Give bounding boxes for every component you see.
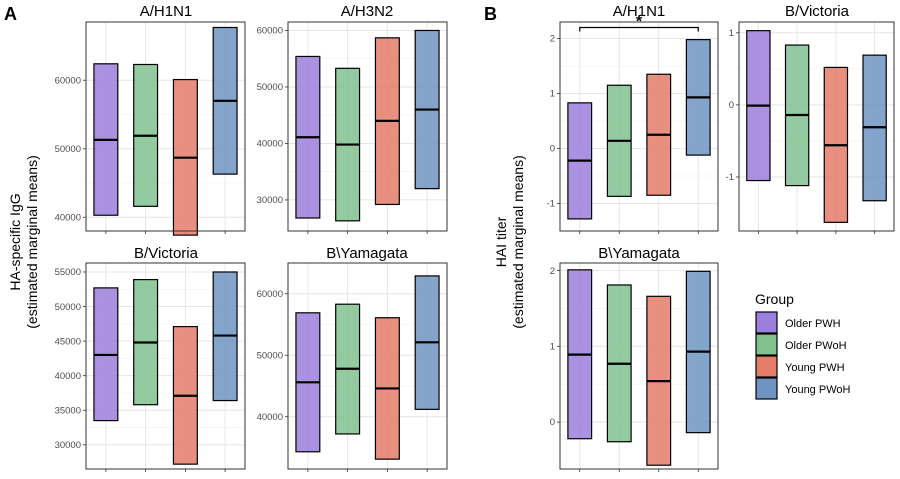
facet-a-a-h3n2: A/H3N2 30000 40000 50000 60000 xyxy=(257,3,447,234)
facet-a-b-yamagata: B\Yamagata 40000 50000 60000 xyxy=(257,245,447,472)
legend-label: Young PWH xyxy=(785,362,845,374)
y-tick-label: 55000 xyxy=(55,267,81,278)
legend-title: Group xyxy=(755,291,794,307)
legend-swatch xyxy=(756,356,777,377)
y-tick-label: 30000 xyxy=(257,195,283,206)
legend-label: Older PWH xyxy=(785,318,841,330)
y-tick-label: 40000 xyxy=(55,212,81,223)
panel-b-letter: B xyxy=(484,4,497,24)
facet-b-b-victoria: B/Victoria -1 0 1 xyxy=(726,3,894,234)
y-tick-label: 1 xyxy=(729,28,734,39)
y-tick-label: 50000 xyxy=(257,350,283,361)
y-tick-label: 40000 xyxy=(257,139,283,150)
y-tick-label: 2 xyxy=(550,266,555,277)
legend-item-young-pwh: Young PWH xyxy=(756,356,845,377)
legend-item-older-pwh: Older PWH xyxy=(756,312,841,333)
y-tick-label: 1 xyxy=(550,89,555,100)
panel-b-ylabel-line1: HAI titer xyxy=(493,216,509,267)
y-tick-label: 0 xyxy=(729,100,734,111)
y-tick-label: -1 xyxy=(547,199,555,210)
y-tick-label: 50000 xyxy=(55,302,81,313)
legend-label: Young PWoH xyxy=(785,384,850,396)
y-tick-label: -1 xyxy=(726,172,734,183)
y-tick-label: 45000 xyxy=(55,336,81,347)
facet-a-a-h1n1: A/H1N1 40000 50000 60000 xyxy=(55,3,245,235)
y-tick-label: 60000 xyxy=(55,75,81,86)
facet-title: B\Yamagata xyxy=(326,245,408,262)
y-tick-label: 35000 xyxy=(55,405,81,416)
panel-a-ylabel-line1: HA-specific IgG xyxy=(7,193,23,290)
panel-a-ylabel-line2: (estimated marginal means) xyxy=(24,155,40,329)
legend-item-older-pwoh: Older PWoH xyxy=(756,334,847,355)
y-tick-label: 40000 xyxy=(257,412,283,423)
facet-a-b-victoria: B/Victoria 30000 35000 40000 45000 50000 55000 xyxy=(55,245,245,472)
facet-b-b-yamagata: B\Yamagata 0 1 2 xyxy=(550,245,718,472)
y-tick-label: 50000 xyxy=(55,144,81,155)
facet-group: A/H1N1 40000 50000 60000 A/H3N2 30000 40000 500… xyxy=(55,3,894,472)
facet-title: B/Victoria xyxy=(785,3,850,20)
y-tick-label: 60000 xyxy=(257,26,283,37)
facet-title: A/H1N1 xyxy=(140,3,193,20)
facet-title: A/H3N2 xyxy=(341,3,394,20)
facet-title: B/Victoria xyxy=(134,245,199,262)
legend-swatch xyxy=(756,378,777,399)
y-tick-label: 40000 xyxy=(55,371,81,382)
panel-a-letter: A xyxy=(4,4,17,24)
legend-swatch xyxy=(756,312,777,333)
legend: Group Older PWH Older PWoH Young PWH Young … xyxy=(755,291,850,399)
y-tick-label: 50000 xyxy=(257,82,283,93)
panel-b-ylabel-line2: (estimated marginal means) xyxy=(510,155,526,329)
y-tick-label: 1 xyxy=(550,342,555,353)
y-tick-label: 0 xyxy=(550,144,555,155)
y-tick-label: 0 xyxy=(550,417,555,428)
legend-item-young-pwoh: Young PWoH xyxy=(756,378,850,399)
y-tick-label: 2 xyxy=(550,34,555,45)
y-tick-label: 60000 xyxy=(257,289,283,300)
legend-swatch xyxy=(756,334,777,355)
legend-label: Older PWoH xyxy=(785,340,847,352)
y-tick-label: 30000 xyxy=(55,440,81,451)
facet-title: B\Yamagata xyxy=(598,245,680,262)
